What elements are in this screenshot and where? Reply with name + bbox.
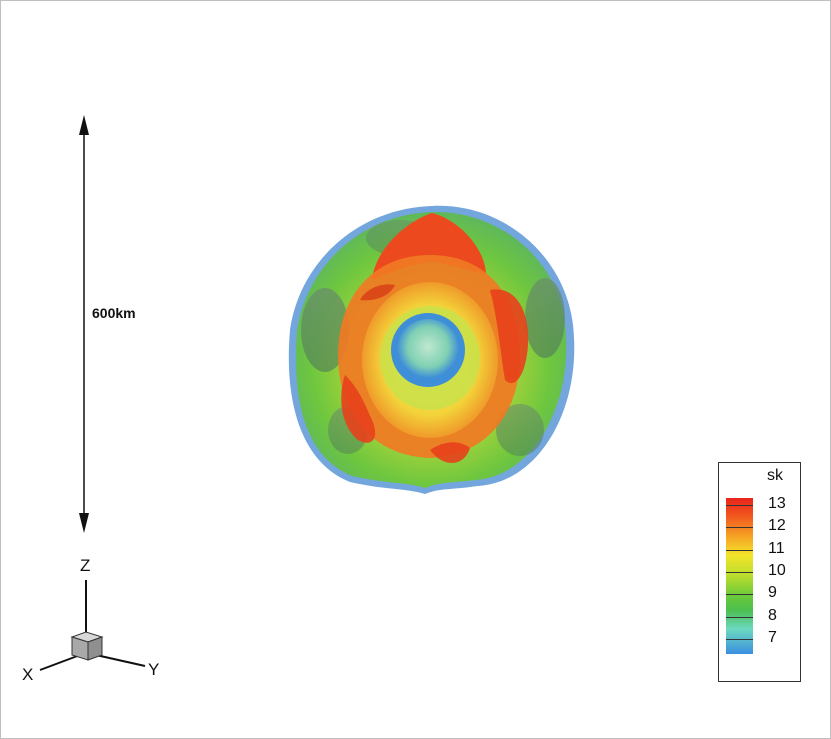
x-axis-line <box>39 654 81 671</box>
scale-bar-label: 600km <box>92 305 136 321</box>
scale-bar-bottom-arrow <box>79 513 89 533</box>
scale-bar-top-arrow <box>79 115 89 135</box>
legend-tick-label: 12 <box>768 517 786 535</box>
legend-tick-label: 8 <box>768 606 777 624</box>
legend-tick-line <box>726 505 753 506</box>
legend-tick-line <box>726 638 753 640</box>
legend-tick-line <box>726 616 753 618</box>
y-axis-label: Y <box>148 660 160 679</box>
z-axis-label: Z <box>80 556 91 575</box>
right-red-blob <box>490 289 529 384</box>
x-axis-label: X <box>22 665 34 684</box>
right-lobe <box>525 278 565 358</box>
upper-left-red-blob <box>360 284 395 301</box>
colorbar <box>726 498 753 654</box>
legend-tick-line <box>726 549 753 551</box>
cube-right <box>87 636 103 661</box>
axes-triad <box>39 580 146 671</box>
legend-tick-label: 13 <box>768 495 786 512</box>
left-lobe <box>301 288 349 372</box>
color-legend: sk 13 12 11 10 9 8 7 <box>718 462 801 682</box>
isosurface-object <box>288 205 575 494</box>
legend-tick-label: 10 <box>768 561 786 579</box>
bottom-red-blob <box>430 442 470 463</box>
legend-tick-label: 11 <box>768 539 785 557</box>
left-red-blob <box>341 375 376 443</box>
y-axis-line <box>95 654 146 667</box>
core <box>397 319 459 381</box>
legend-tick-label: 7 <box>768 628 777 646</box>
legend-title: sk <box>767 467 783 484</box>
legend-tick-label: 9 <box>768 584 777 602</box>
lower-right-lobe <box>496 404 544 456</box>
legend-tick-line <box>726 571 753 573</box>
legend-tick-line <box>726 527 753 529</box>
legend-tick-line <box>726 594 753 596</box>
scale-bar <box>79 115 89 533</box>
